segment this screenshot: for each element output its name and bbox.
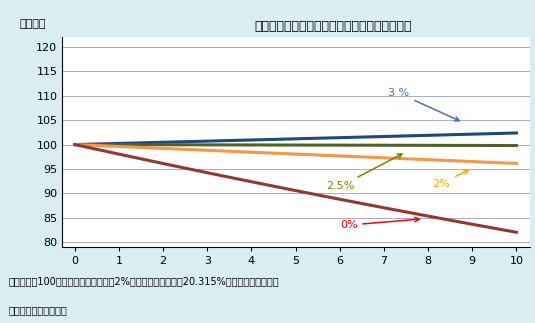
Text: （万円）: （万円）	[19, 19, 46, 29]
Text: 2%: 2%	[432, 170, 468, 189]
Title: 実質的な資産残高の推移（通常の口座で運用）: 実質的な資産残高の推移（通常の口座で運用）	[254, 20, 412, 33]
Text: 2.5%: 2.5%	[326, 154, 402, 191]
Text: （出所）大和総研作成: （出所）大和総研作成	[8, 305, 67, 315]
Text: 3 %: 3 %	[388, 88, 460, 121]
Text: 0%: 0%	[340, 217, 419, 230]
Text: （注）当初100万円、物価上昇率：年2%、所得税等の税率：20.315%とした。　（年後）: （注）当初100万円、物価上昇率：年2%、所得税等の税率：20.315%とした。…	[8, 276, 279, 286]
